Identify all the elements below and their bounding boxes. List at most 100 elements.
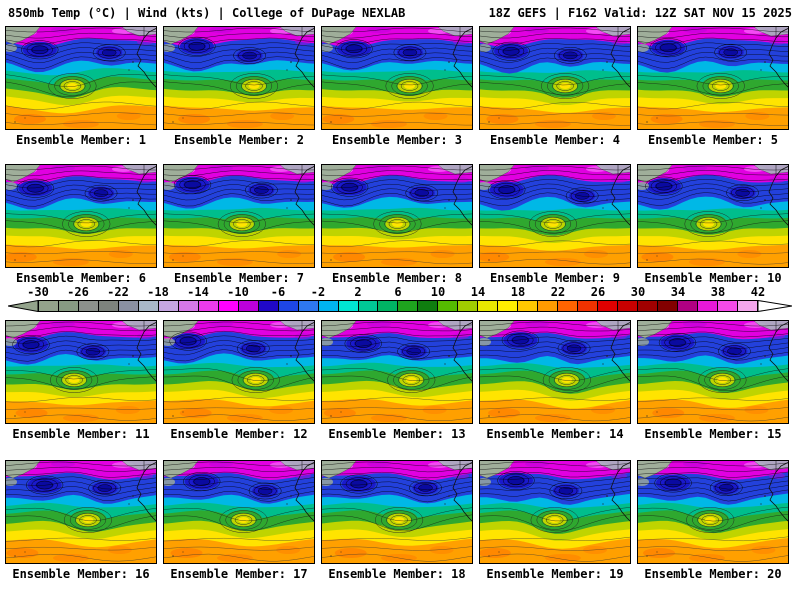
panel-label: Ensemble Member: 7: [173, 271, 305, 285]
weather-map: [479, 164, 631, 268]
panel-label: Ensemble Member: 11: [12, 427, 150, 441]
colorbar-segment: [258, 301, 279, 311]
ensemble-panel: Ensemble Member: 19: [479, 460, 631, 582]
colorbar-tick: 6: [394, 285, 402, 299]
ensemble-panel: Ensemble Member: 3: [321, 26, 473, 148]
colorbar-tick: -22: [107, 285, 129, 299]
colorbar-tick: -30: [27, 285, 49, 299]
colorbar-tick: -2: [310, 285, 326, 299]
colorbar-segment: [318, 301, 339, 311]
colorbar-segment: [98, 301, 119, 311]
colorbar-tick: 14: [470, 285, 486, 299]
weather-map: [5, 460, 157, 564]
panel-label: Ensemble Member: 19: [486, 567, 624, 581]
colorbar-segment: [158, 301, 179, 311]
colorbar-segment: [518, 301, 539, 311]
panel-label: Ensemble Member: 12: [170, 427, 308, 441]
colorbar-segment: [358, 301, 379, 311]
panel-label: Ensemble Member: 5: [647, 133, 779, 147]
colorbar-segment: [58, 301, 79, 311]
colorbar-segment: [438, 301, 459, 311]
colorbar-segment: [638, 301, 659, 311]
colorbar-tick: 10: [430, 285, 446, 299]
ensemble-panel: Ensemble Member: 18: [321, 460, 473, 582]
weather-map: [163, 26, 315, 130]
run-valid-info: 18Z GEFS | F162 Valid: 12Z SAT NOV 15 20…: [488, 6, 792, 20]
colorbar-segment: [418, 301, 439, 311]
ensemble-row-3: Ensemble Member: 11 Ensemble Member: 12 En…: [0, 320, 800, 442]
weather-map: [5, 320, 157, 424]
ensemble-panel: Ensemble Member: 16: [5, 460, 157, 582]
panel-label: Ensemble Member: 18: [328, 567, 466, 581]
colorbar-tick: -18: [147, 285, 169, 299]
weather-map: [637, 460, 789, 564]
weather-map: [637, 164, 789, 268]
weather-map: [5, 164, 157, 268]
colorbar-segment: [178, 301, 199, 311]
panel-label: Ensemble Member: 16: [12, 567, 150, 581]
header-bar: 850mb Temp (°C) | Wind (kts) | College o…: [0, 0, 800, 20]
colorbar-segment: [398, 301, 419, 311]
ensemble-panel: Ensemble Member: 6: [5, 164, 157, 286]
colorbar-segment: [298, 301, 319, 311]
colorbar-tick: 22: [550, 285, 566, 299]
colorbar-tick: -14: [187, 285, 209, 299]
colorbar-segment: [378, 301, 399, 311]
weather-map: [163, 460, 315, 564]
ensemble-row-2: Ensemble Member: 6 Ensemble Member: 7 Ense…: [0, 164, 800, 286]
weather-map: [5, 26, 157, 130]
ensemble-panel: Ensemble Member: 10: [637, 164, 789, 286]
panel-label: Ensemble Member: 2: [173, 133, 305, 147]
weather-map: [479, 320, 631, 424]
ensemble-panel: Ensemble Member: 20: [637, 460, 789, 582]
colorbar-tick: -6: [270, 285, 286, 299]
colorbar-segment: [138, 301, 159, 311]
panel-label: Ensemble Member: 14: [486, 427, 624, 441]
colorbar-tick: 2: [354, 285, 362, 299]
ensemble-panel: Ensemble Member: 15: [637, 320, 789, 442]
colorbar-segment: [737, 301, 757, 311]
colorbar-segment: [198, 301, 219, 311]
temperature-colorbar: -30 -26 -22 -18 -14 -10 -6 -2 2 6 10 14 18 22 26 30 34 38…: [0, 286, 800, 316]
ensemble-panel: Ensemble Member: 7: [163, 164, 315, 286]
weather-map: [321, 26, 473, 130]
ensemble-panel: Ensemble Member: 13: [321, 320, 473, 442]
colorbar-segment: [578, 301, 599, 311]
colorbar-segment: [658, 301, 678, 311]
colorbar-segment: [458, 301, 479, 311]
colorbar-segment: [678, 301, 698, 311]
colorbar-tick: -26: [67, 285, 89, 299]
colorbar-segment: [558, 301, 579, 311]
panel-label: Ensemble Member: 17: [170, 567, 308, 581]
colorbar-segment: [717, 301, 738, 311]
weather-map: [479, 460, 631, 564]
ensemble-panel: Ensemble Member: 14: [479, 320, 631, 442]
ensemble-row-1: Ensemble Member: 1 Ensemble Member: 2 Ense…: [0, 26, 800, 148]
colorbar-tick: 38: [710, 285, 726, 299]
ensemble-panel: Ensemble Member: 11: [5, 320, 157, 442]
ensemble-panel: Ensemble Member: 1: [5, 26, 157, 148]
colorbar-segment: [39, 301, 59, 311]
colorbar-segment: [278, 301, 299, 311]
colorbar-segment: [238, 301, 259, 311]
weather-map: [321, 320, 473, 424]
colorbar-segment: [598, 301, 619, 311]
panel-label: Ensemble Member: 13: [328, 427, 466, 441]
colorbar-segment: [538, 301, 559, 311]
colorbar-segment: [618, 301, 639, 311]
panel-label: Ensemble Member: 8: [331, 271, 463, 285]
panel-label: Ensemble Member: 15: [644, 427, 782, 441]
colorbar-right-arrow: [758, 300, 792, 312]
ensemble-panel: Ensemble Member: 12: [163, 320, 315, 442]
colorbar-tick: 34: [670, 285, 686, 299]
colorbar-tick: 18: [510, 285, 526, 299]
colorbar-scale: [38, 300, 758, 312]
colorbar-segment: [78, 301, 99, 311]
ensemble-panel: Ensemble Member: 2: [163, 26, 315, 148]
panel-label: Ensemble Member: 1: [15, 133, 147, 147]
colorbar-tick: 30: [630, 285, 646, 299]
panel-label: Ensemble Member: 3: [331, 133, 463, 147]
colorbar-segment: [697, 301, 718, 311]
ensemble-row-4: Ensemble Member: 16 Ensemble Member: 17 En…: [0, 460, 800, 582]
ensemble-panel: Ensemble Member: 5: [637, 26, 789, 148]
